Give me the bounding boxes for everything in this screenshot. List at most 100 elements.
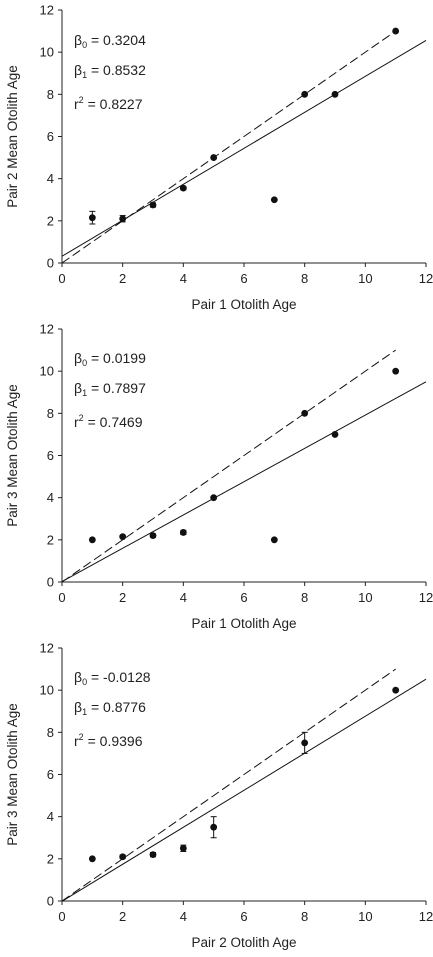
x-tick-label: 10 xyxy=(358,590,372,605)
regression-stats-3: β0 = -0.0128 β1 = 0.8776 r2 = 0.9396 xyxy=(74,665,151,754)
x-tick-label: 8 xyxy=(301,909,308,924)
one-to-one-line xyxy=(61,30,396,264)
x-axis-title: Pair 1 Otolith Age xyxy=(191,616,296,631)
y-tick-label: 6 xyxy=(47,129,54,144)
r2-stat: r2 = 0.8227 xyxy=(74,95,143,112)
y-tick-label: 8 xyxy=(47,725,54,740)
x-tick-label: 8 xyxy=(301,590,308,605)
y-tick-label: 0 xyxy=(47,894,54,909)
beta1-value: 0.7897 xyxy=(103,380,146,396)
chart-panel-1: 0 2 4 6 8 10 12 0 2 4 6 8 10 12 Pair 1 Otolith Age Pair… xyxy=(0,0,433,319)
x-tick-label: 4 xyxy=(180,590,187,605)
beta0-stat: β0 = -0.0128 xyxy=(74,669,151,687)
beta0-value: -0.0128 xyxy=(103,669,151,685)
r2-value: 0.9396 xyxy=(99,733,143,749)
beta1-value: 0.8532 xyxy=(103,62,146,78)
x-tick-label: 12 xyxy=(419,271,433,286)
x-tick-label: 6 xyxy=(240,590,247,605)
data-point xyxy=(149,201,157,209)
y-tick-label: 4 xyxy=(47,490,54,505)
y-axis-title: Pair 3 Mean Otolith Age xyxy=(5,384,20,527)
data-point xyxy=(331,431,339,438)
x-tick-label: 10 xyxy=(358,909,372,924)
y-tick-label: 10 xyxy=(40,364,54,379)
x-tick-label: 12 xyxy=(419,590,433,605)
y-axis-title: Pair 2 Mean Otolith Age xyxy=(5,65,20,208)
x-tick-label: 4 xyxy=(180,271,187,286)
data-point xyxy=(119,215,127,223)
data-point xyxy=(149,851,157,859)
data-point xyxy=(210,154,218,161)
x-axis-title: Pair 1 Otolith Age xyxy=(191,297,296,312)
beta0-stat: β0 = 0.0199 xyxy=(74,350,146,368)
data-point xyxy=(119,853,127,861)
data-point xyxy=(119,533,127,541)
r2-stat: r2 = 0.7469 xyxy=(74,413,143,430)
y-tick-label: 8 xyxy=(47,406,54,421)
data-point xyxy=(179,184,187,192)
chart-panel-3: 0 2 4 6 8 10 12 0 2 4 6 8 10 12 Pair 2 Otolith Age Pair… xyxy=(0,638,433,957)
regression-stats-1: β0 = 0.3204 β1 = 0.8532 r2 = 0.8227 xyxy=(74,28,146,117)
y-tick-label: 12 xyxy=(40,322,54,337)
data-point xyxy=(392,27,400,35)
data-point xyxy=(149,532,157,540)
one-to-one-line xyxy=(61,349,396,583)
y-tick-label: 12 xyxy=(40,641,54,656)
scatter-plot-2: 0 2 4 6 8 10 12 0 2 4 6 8 10 12 Pair 1 Otolith Age Pair… xyxy=(5,322,433,632)
y-tick-label: 2 xyxy=(47,532,54,547)
data-point xyxy=(210,494,218,502)
y-tick-label: 6 xyxy=(47,767,54,782)
data-point xyxy=(392,367,400,375)
beta0-stat: β0 = 0.3204 xyxy=(74,32,146,50)
beta1-value: 0.8776 xyxy=(103,699,146,715)
y-tick-label: 4 xyxy=(47,171,54,186)
data-point xyxy=(88,855,96,863)
data-point xyxy=(301,739,309,747)
data-point xyxy=(301,90,309,98)
regression-line xyxy=(61,381,427,583)
data-point xyxy=(331,90,339,98)
data-point xyxy=(210,823,218,831)
data-point xyxy=(270,536,278,544)
beta0-value: 0.3204 xyxy=(103,32,146,48)
data-point xyxy=(301,409,309,417)
y-axis-title: Pair 3 Mean Otolith Age xyxy=(5,703,20,846)
x-tick-label: 8 xyxy=(301,271,308,286)
x-tick-label: 12 xyxy=(419,909,433,924)
y-tick-label: 0 xyxy=(47,256,54,271)
x-tick-label: 10 xyxy=(358,271,372,286)
beta1-stat: β1 = 0.7897 xyxy=(74,380,146,398)
data-point xyxy=(88,214,96,222)
data-point xyxy=(179,529,187,536)
beta1-stat: β1 = 0.8776 xyxy=(74,699,146,717)
x-tick-label: 6 xyxy=(240,909,247,924)
r2-value: 0.8227 xyxy=(99,96,143,112)
beta1-stat: β1 = 0.8532 xyxy=(74,62,146,80)
data-point xyxy=(88,536,96,544)
x-tick-label: 2 xyxy=(119,590,126,605)
x-tick-label: 4 xyxy=(180,909,187,924)
data-point xyxy=(392,686,400,694)
r2-stat: r2 = 0.9396 xyxy=(74,732,143,749)
beta0-value: 0.0199 xyxy=(103,350,146,366)
y-tick-label: 2 xyxy=(47,851,54,866)
y-tick-label: 6 xyxy=(47,448,54,463)
scatter-plot-3: 0 2 4 6 8 10 12 0 2 4 6 8 10 12 Pair 2 Otolith Age Pair… xyxy=(5,641,433,951)
y-tick-label: 12 xyxy=(40,3,54,18)
scatter-plot-1: 0 2 4 6 8 10 12 0 2 4 6 8 10 12 Pair 1 Otolith Age Pair… xyxy=(5,3,433,313)
x-tick-label: 2 xyxy=(119,909,126,924)
y-tick-label: 4 xyxy=(47,809,54,824)
regression-stats-2: β0 = 0.0199 β1 = 0.7897 r2 = 0.7469 xyxy=(74,346,146,435)
regression-line xyxy=(61,678,427,902)
y-tick-label: 0 xyxy=(47,575,54,590)
x-axis-title: Pair 2 Otolith Age xyxy=(191,935,296,950)
x-tick-label: 6 xyxy=(240,271,247,286)
x-tick-label: 0 xyxy=(58,909,65,924)
r2-value: 0.7469 xyxy=(99,414,143,430)
data-point xyxy=(270,196,278,204)
y-tick-label: 8 xyxy=(47,87,54,102)
x-tick-label: 0 xyxy=(58,590,65,605)
one-to-one-line xyxy=(61,668,396,902)
y-tick-label: 2 xyxy=(47,213,54,228)
